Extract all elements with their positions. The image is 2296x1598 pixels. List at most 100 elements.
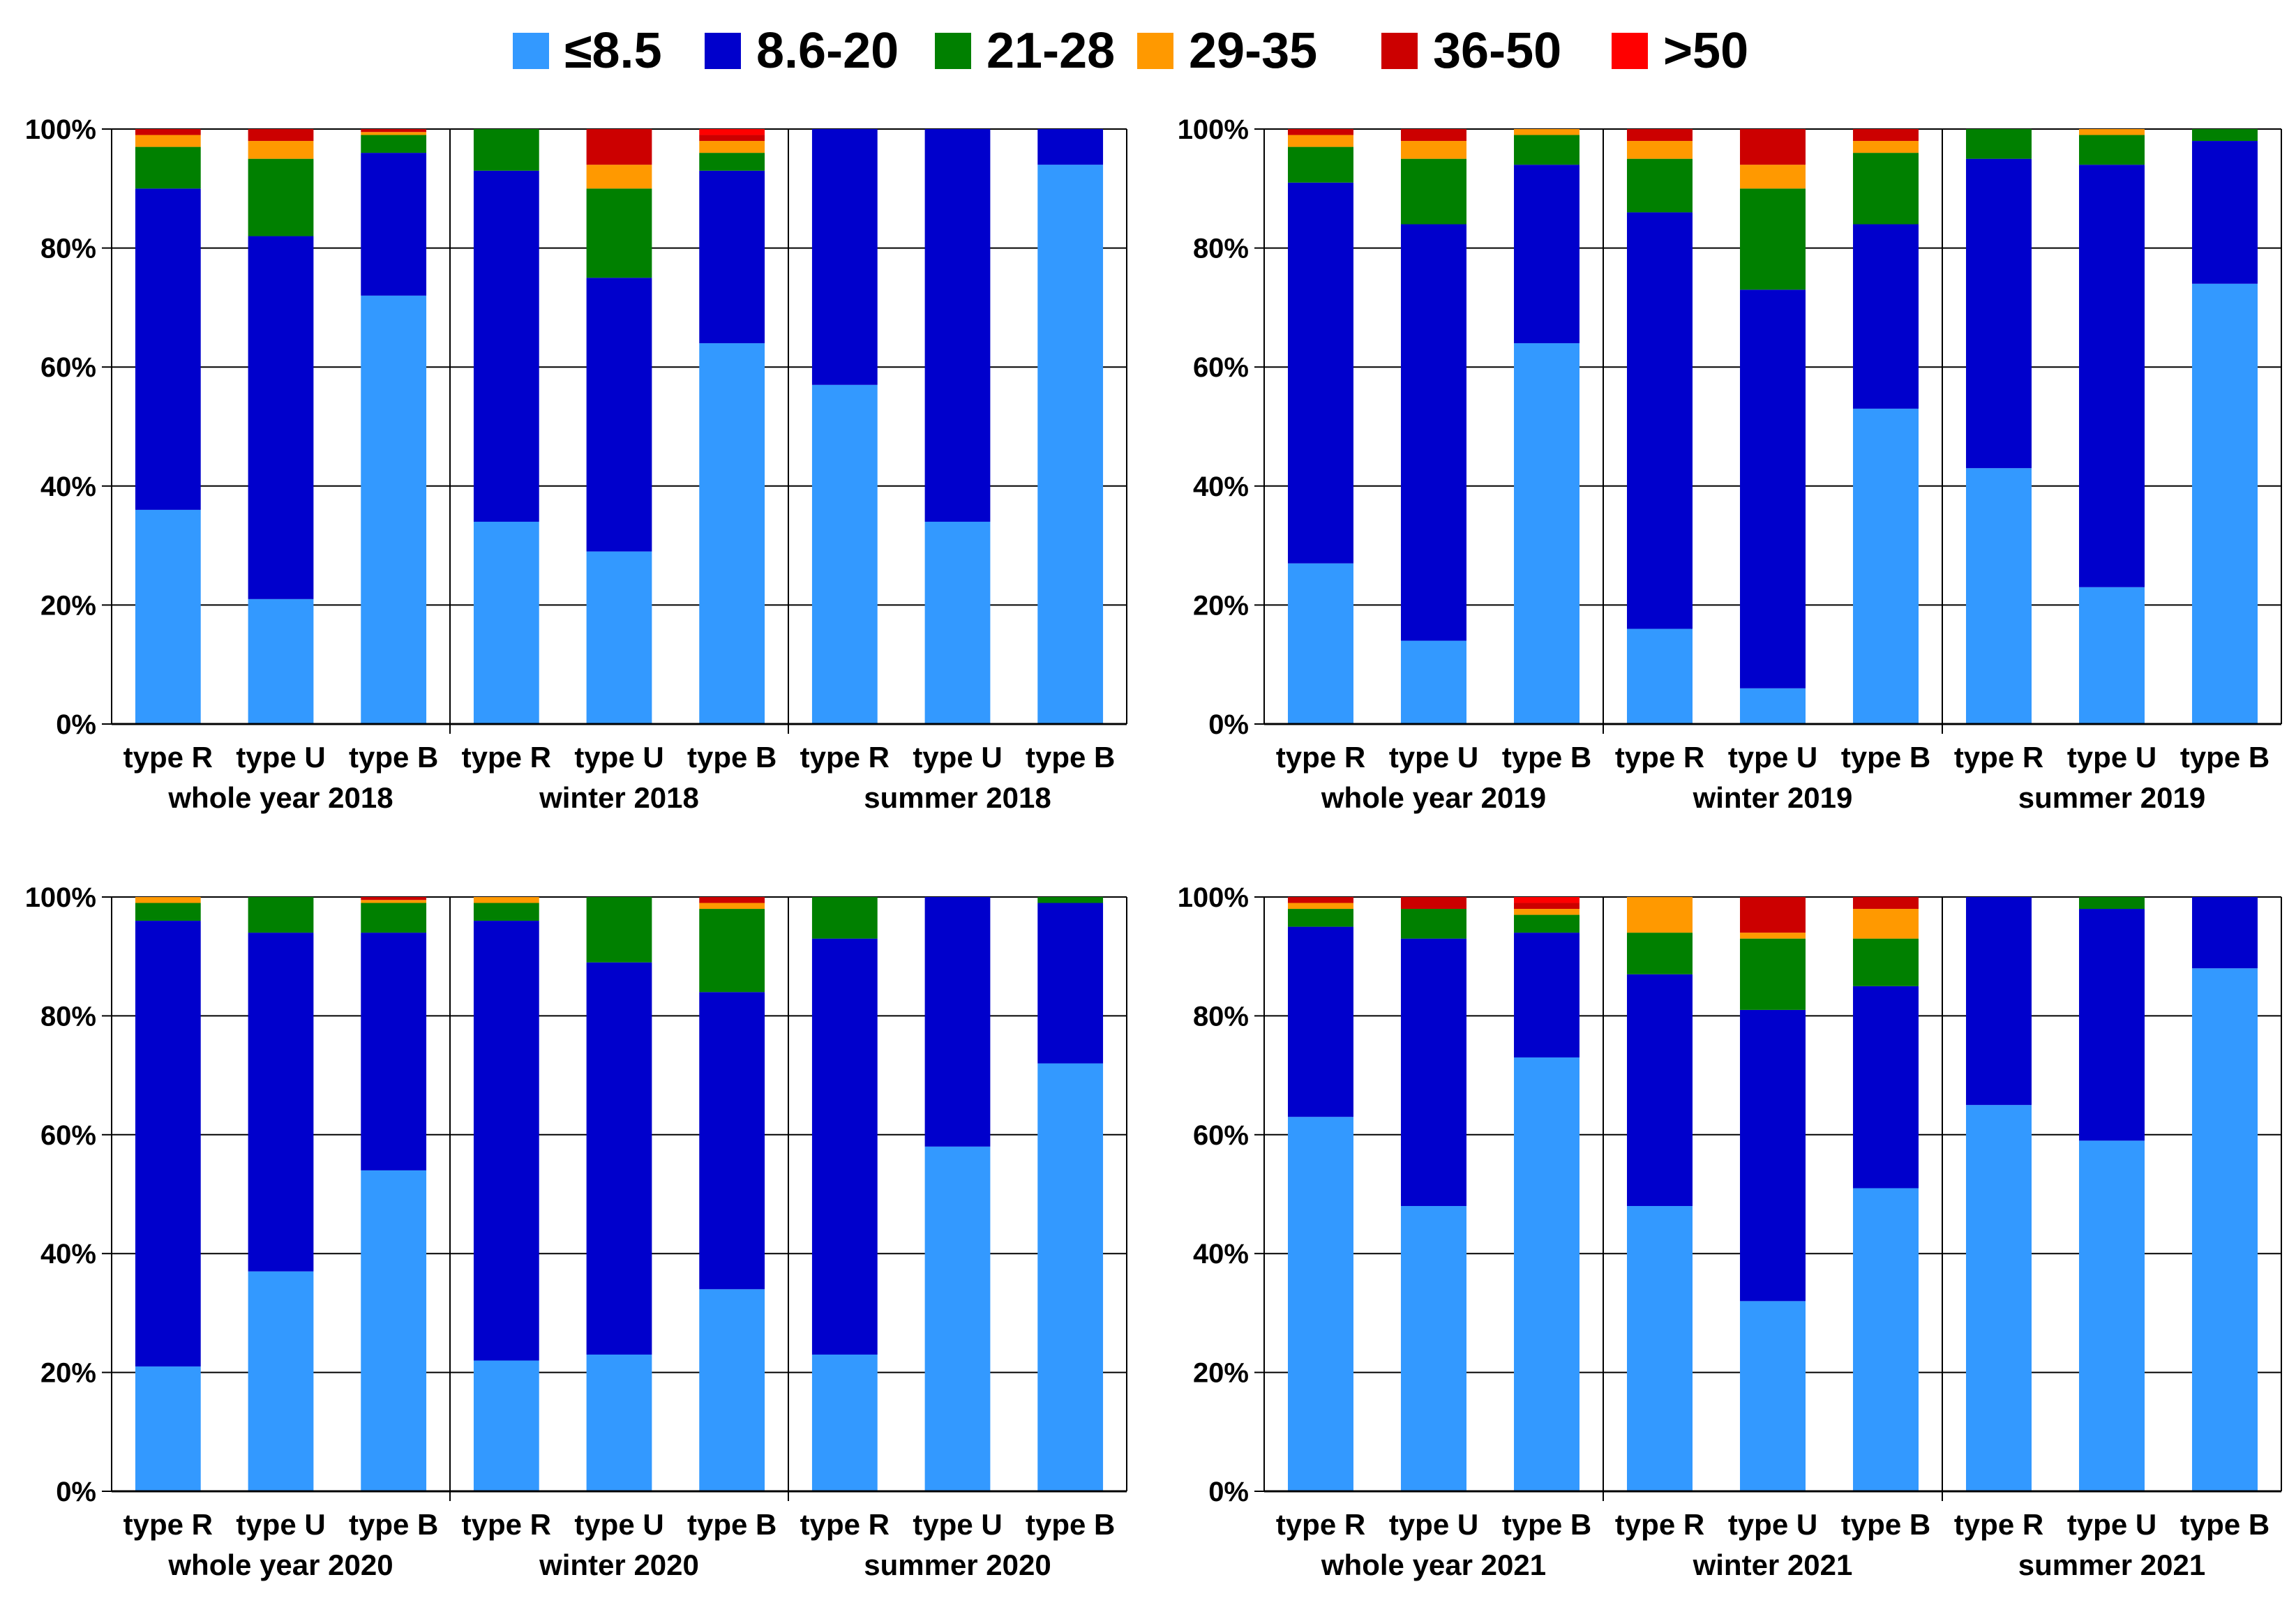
bar-segment bbox=[135, 509, 201, 724]
bar-segment bbox=[586, 897, 652, 963]
bar-segment bbox=[135, 188, 201, 510]
group-label: winter 2020 bbox=[539, 1548, 699, 1581]
bar-segment bbox=[2079, 909, 2145, 1141]
bar-segment bbox=[1740, 1009, 1806, 1302]
y-tick-label: 60% bbox=[40, 1120, 96, 1151]
bar-segment bbox=[1401, 129, 1466, 142]
category-label: type B bbox=[349, 741, 438, 774]
bar-segment bbox=[699, 135, 765, 142]
legend-swatch bbox=[1137, 33, 1173, 69]
bar-segment bbox=[1401, 897, 1466, 910]
bar-segment bbox=[1288, 182, 1353, 564]
bar-segment bbox=[1853, 938, 1919, 986]
bar-segment bbox=[1288, 926, 1353, 1117]
bar-segment bbox=[135, 897, 201, 903]
bar-segment bbox=[473, 903, 539, 921]
category-label: type B bbox=[1502, 741, 1591, 774]
bar-segment bbox=[135, 146, 201, 189]
bar-segment bbox=[1288, 897, 1353, 903]
y-tick-label: 100% bbox=[1178, 114, 1249, 145]
bar-segment bbox=[1853, 153, 1919, 225]
category-label: type R bbox=[1276, 741, 1365, 774]
category-label: type B bbox=[687, 741, 776, 774]
bar-segment bbox=[361, 1170, 427, 1491]
bar-segment bbox=[924, 1146, 991, 1491]
bar-segment bbox=[586, 962, 652, 1355]
legend-label: ≤8.5 bbox=[564, 23, 662, 79]
bar-segment bbox=[1966, 1105, 2032, 1491]
bar-segment bbox=[699, 992, 765, 1290]
group-label: summer 2020 bbox=[864, 1548, 1051, 1581]
category-label: type B bbox=[1502, 1508, 1591, 1541]
bar-segment bbox=[1627, 1206, 1693, 1491]
y-tick-label: 0% bbox=[56, 709, 96, 740]
bar-segment bbox=[248, 129, 314, 142]
category-label: type B bbox=[2180, 1508, 2269, 1541]
group-label: summer 2018 bbox=[864, 781, 1051, 814]
bar-segment bbox=[1288, 909, 1353, 927]
group-label: summer 2021 bbox=[2018, 1548, 2206, 1581]
bar-segment bbox=[1627, 974, 1693, 1207]
bar-segment bbox=[248, 933, 314, 1272]
bar-segment bbox=[2079, 587, 2145, 724]
bar-segment bbox=[1288, 563, 1353, 724]
legend-label: 8.6-20 bbox=[756, 23, 899, 79]
bar-segment bbox=[924, 897, 991, 1147]
bar-segment bbox=[1740, 897, 1806, 933]
group-label: whole year 2021 bbox=[1321, 1548, 1546, 1581]
legend-swatch bbox=[513, 33, 549, 69]
bar-segment bbox=[1401, 158, 1466, 225]
bar-segment bbox=[811, 384, 878, 724]
category-label: type B bbox=[1026, 741, 1115, 774]
category-label: type R bbox=[123, 1508, 213, 1541]
bar-segment bbox=[1740, 688, 1806, 724]
chart-panel-2019: 0% 20% 40% 60% 80% 100% type R type U type B whol… bbox=[1178, 114, 2282, 814]
bar-segment bbox=[1288, 1117, 1353, 1491]
bar-segment bbox=[1288, 135, 1353, 147]
category-label: type R bbox=[123, 741, 213, 774]
bar-segment bbox=[1966, 158, 2032, 469]
category-label: type U bbox=[913, 741, 1002, 774]
bar-segment bbox=[586, 165, 652, 189]
y-tick-label: 60% bbox=[1193, 352, 1249, 383]
bar-segment bbox=[2079, 897, 2145, 910]
chart-panel-2018: 0% 20% 40% 60% 80% 100% type R type U type B whol… bbox=[25, 114, 1127, 814]
bar-segment bbox=[699, 170, 765, 344]
bar-segment bbox=[586, 129, 652, 165]
y-tick-label: 0% bbox=[1208, 709, 1249, 740]
bar-segment bbox=[473, 897, 539, 903]
bar-segment bbox=[2192, 897, 2258, 969]
legend-swatch bbox=[1381, 33, 1418, 69]
bar-segment bbox=[361, 903, 427, 933]
group-label: whole year 2019 bbox=[1321, 781, 1546, 814]
bar-segment bbox=[248, 1271, 314, 1491]
group-label: winter 2019 bbox=[1693, 781, 1853, 814]
bar-segment bbox=[1853, 909, 1919, 939]
legend-item: 21-28 bbox=[935, 13, 1115, 89]
bar-segment bbox=[473, 1360, 539, 1491]
bar-segment bbox=[1401, 141, 1466, 159]
y-tick-label: 80% bbox=[1193, 1001, 1249, 1032]
bar-segment bbox=[2192, 141, 2258, 284]
bar-segment bbox=[1288, 146, 1353, 183]
y-tick-label: 0% bbox=[56, 1477, 96, 1507]
bar-segment bbox=[1037, 897, 1104, 903]
legend-label: >50 bbox=[1663, 23, 1749, 79]
category-label: type R bbox=[800, 1508, 890, 1541]
bar-segment bbox=[586, 551, 652, 724]
bar-segment bbox=[924, 521, 991, 724]
bar-segment bbox=[1401, 640, 1466, 724]
y-tick-label: 40% bbox=[1193, 1239, 1249, 1269]
group-label: summer 2019 bbox=[2018, 781, 2206, 814]
legend-swatch bbox=[935, 33, 971, 69]
group-label: whole year 2020 bbox=[167, 1548, 393, 1581]
y-tick-label: 40% bbox=[1193, 472, 1249, 502]
bar-segment bbox=[1514, 129, 1580, 135]
y-tick-label: 80% bbox=[1193, 234, 1249, 264]
bar-segment bbox=[248, 897, 314, 933]
category-label: type B bbox=[349, 1508, 438, 1541]
legend-item: 8.6-20 bbox=[705, 13, 899, 89]
bar-segment bbox=[361, 135, 427, 153]
bar-segment bbox=[586, 1355, 652, 1491]
bar-segment bbox=[1853, 129, 1919, 142]
